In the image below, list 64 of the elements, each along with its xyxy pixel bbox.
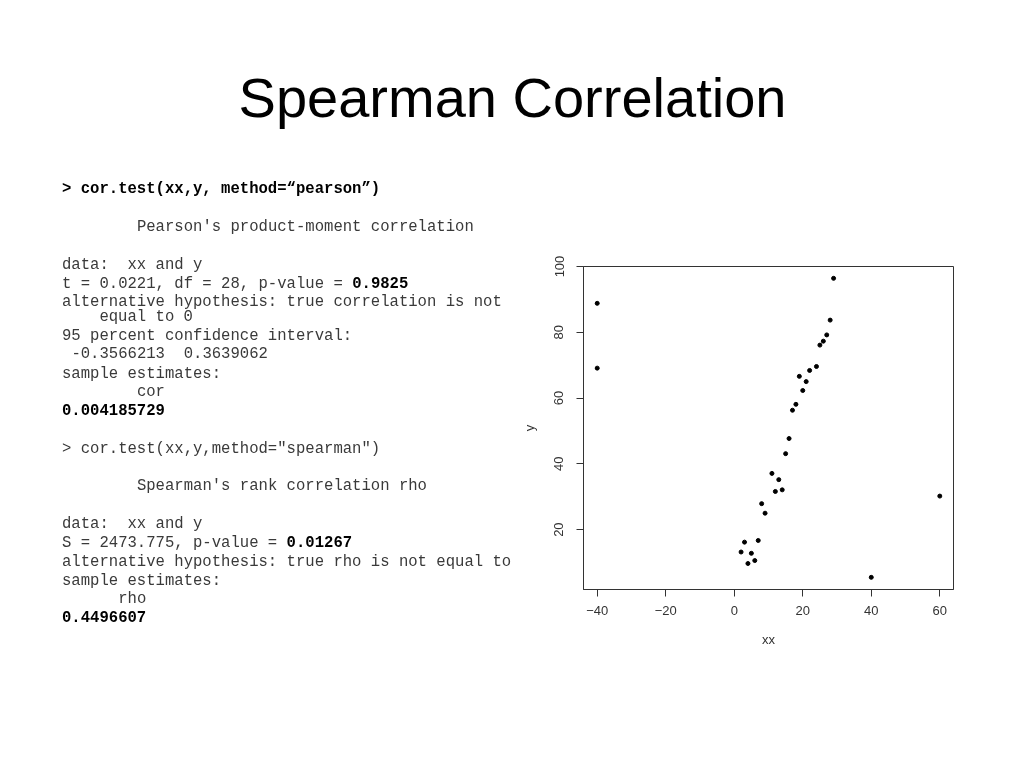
point (817, 342, 823, 348)
point (831, 275, 837, 281)
text: cor (136, 383, 165, 402)
point (868, 574, 874, 580)
x-tick-label: 60 (932, 602, 948, 618)
point (594, 365, 600, 371)
point (594, 300, 600, 306)
point (762, 510, 768, 516)
point (803, 379, 809, 385)
text: Spearman's rank correlation rho (136, 477, 427, 496)
x-axis-title: xx (762, 631, 776, 647)
text: data: xx and y (62, 515, 203, 534)
point (776, 477, 782, 483)
text: sample estimates: (62, 572, 222, 591)
text: Pearson's product-moment correlation (136, 218, 474, 237)
point (793, 401, 799, 407)
text: S = 2473.775, p-value = (62, 534, 278, 553)
text: > cor.test(xx,y,method="spearman") (62, 440, 381, 459)
point (772, 488, 778, 494)
x-tick-label: −20 (654, 602, 677, 618)
text: 0.9825 (352, 275, 409, 294)
point (937, 493, 943, 499)
point (824, 332, 830, 338)
y-tick-label: 100 (551, 255, 567, 278)
point (783, 451, 789, 457)
point (752, 558, 758, 564)
text: equal to 0 (99, 308, 193, 327)
text: t = 0.0221, df = 28, p-value = (62, 275, 343, 294)
text: 0.01267 (286, 534, 353, 553)
point (769, 470, 775, 476)
point (745, 561, 751, 567)
point (748, 550, 754, 556)
text: -0.3566213 0.3639062 (71, 345, 268, 364)
point (813, 364, 819, 369)
y-tick-label: 60 (551, 390, 567, 406)
point (800, 388, 806, 393)
text: 0.4496607 (62, 609, 147, 628)
point (796, 373, 802, 379)
text: 0.004185729 (62, 402, 165, 421)
text: data: xx and y (62, 256, 203, 275)
point (789, 407, 795, 413)
text: > cor.test(xx,y, method=“pearson”) (62, 180, 381, 199)
y-tick-label: 20 (551, 522, 567, 537)
y-axis-title: y (521, 424, 537, 432)
x-tick-label: 20 (795, 602, 810, 618)
text: 95 percent confidence interval: (62, 327, 353, 346)
y-tick-label: 40 (551, 456, 567, 472)
point (755, 537, 761, 543)
point (786, 436, 792, 442)
chart-title: Spearman Correlation (238, 66, 787, 129)
point (742, 539, 748, 545)
point (827, 317, 833, 323)
point (820, 338, 826, 344)
y-tick-label: 80 (551, 325, 567, 340)
point (807, 367, 813, 373)
text: alternative hypothesis: true rho is not equal to (62, 553, 512, 572)
text: sample estimates: (62, 365, 222, 384)
x-tick-label: 40 (864, 602, 879, 618)
point (738, 549, 744, 555)
point (759, 501, 765, 507)
x-tick-label: −40 (586, 602, 609, 618)
text: rho (118, 590, 147, 609)
point (779, 487, 785, 493)
x-tick-label: 0 (730, 602, 738, 618)
